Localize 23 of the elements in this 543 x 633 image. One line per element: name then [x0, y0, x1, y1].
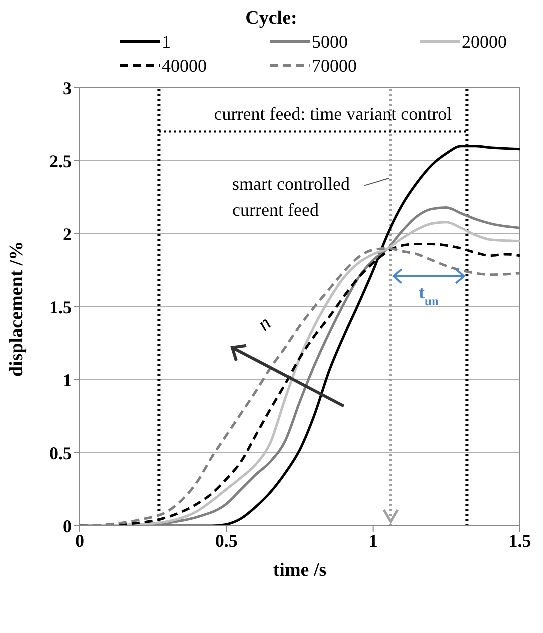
- y-tick-label: 1: [63, 370, 72, 390]
- x-tick-label: 1: [368, 530, 378, 551]
- x-axis-title: time /s: [273, 560, 327, 581]
- y-tick-label: 1.5: [50, 297, 72, 318]
- legend-label: 1: [162, 32, 171, 52]
- x-tick-label: 1.5: [508, 530, 532, 551]
- annotation: n: [254, 312, 276, 336]
- annotation: t$_{un}$: [419, 282, 440, 308]
- y-tick-label: 2.5: [50, 151, 72, 172]
- legend-title: Cycle:: [244, 8, 298, 30]
- legend-label: 70000: [312, 56, 357, 76]
- y-tick-label: 2: [63, 224, 72, 244]
- annotation: smart controlled current feed: [232, 174, 350, 220]
- y-tick-label: 0: [63, 516, 72, 536]
- legend-label: 40000: [162, 56, 207, 76]
- x-tick-label: 0.5: [215, 530, 238, 551]
- legend-label: 5000: [312, 32, 348, 52]
- y-tick-label: 3: [63, 78, 72, 98]
- y-axis-title: displacement /%: [6, 241, 28, 377]
- y-tick-label: 0.5: [50, 443, 72, 464]
- x-tick-label: 0: [76, 530, 84, 551]
- legend-label: 20000: [462, 32, 507, 52]
- annotation: current feed: time variant control: [214, 104, 452, 124]
